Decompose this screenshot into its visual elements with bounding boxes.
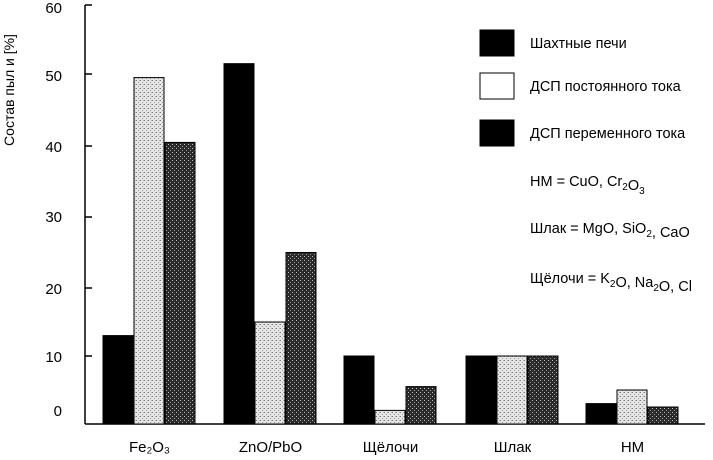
- bar-1-1: [102, 335, 134, 425]
- bar-1-5: [585, 403, 617, 425]
- bar-2-4: [496, 355, 528, 425]
- bar-1-3: [343, 355, 375, 425]
- category-label: Щёлочи: [363, 439, 419, 456]
- category-label: ZnO/PbO: [239, 439, 302, 456]
- bar-3-4: [527, 355, 559, 425]
- bar-2-3: [374, 409, 406, 425]
- category-labels: Fe₂O₃ ZnO/PbO Щёлочи Шлак НМ: [129, 439, 644, 456]
- bar-3-1: [164, 141, 196, 425]
- bar-3-3: [405, 386, 437, 425]
- legend-label: Шахтные печи: [530, 36, 627, 52]
- legend-label: ДСП постоянного тока: [530, 79, 682, 95]
- y-tick-label: 20: [45, 281, 62, 298]
- y-tick-label: 10: [45, 349, 62, 366]
- y-tick-label: 40: [45, 139, 62, 156]
- category-label: Шлак: [494, 439, 532, 456]
- y-tick-label: 60: [45, 0, 62, 17]
- bar-3-2: [285, 252, 317, 425]
- bar-2-1: [133, 77, 165, 425]
- composition-note: Шлак = MgO, SiO2, CaO: [530, 221, 690, 241]
- y-tick-label: 50: [45, 68, 62, 85]
- y-tick-label: 0: [54, 403, 62, 420]
- legend-swatch: [479, 72, 515, 100]
- composition-notes: НМ = CuO, Cr2O3 Шлак = MgO, SiO2, CaO Щёло…: [530, 174, 692, 295]
- category-label: Fe₂O₃: [129, 439, 170, 456]
- bar-2-2: [254, 321, 286, 425]
- y-tick-label: 30: [45, 209, 62, 226]
- composition-note: НМ = CuO, Cr2O3: [530, 174, 645, 197]
- category-label: НМ: [621, 439, 644, 456]
- bar-3-5: [647, 406, 679, 425]
- bar-1-2: [223, 63, 255, 425]
- bar-2-5: [616, 389, 648, 425]
- y-axis-label: Состав пыл и [%]: [1, 34, 17, 146]
- legend-label: ДСП переменного тока: [530, 126, 686, 142]
- bar-1-4: [465, 355, 497, 425]
- bars: [102, 63, 679, 425]
- legend-swatch: [479, 29, 515, 57]
- legend: Шахтные печи ДСП постоянного тока ДСП пере…: [479, 29, 686, 147]
- legend-swatch: [479, 119, 515, 147]
- composition-note: Щёлочи = K2O, Na2O, Cl: [530, 271, 692, 295]
